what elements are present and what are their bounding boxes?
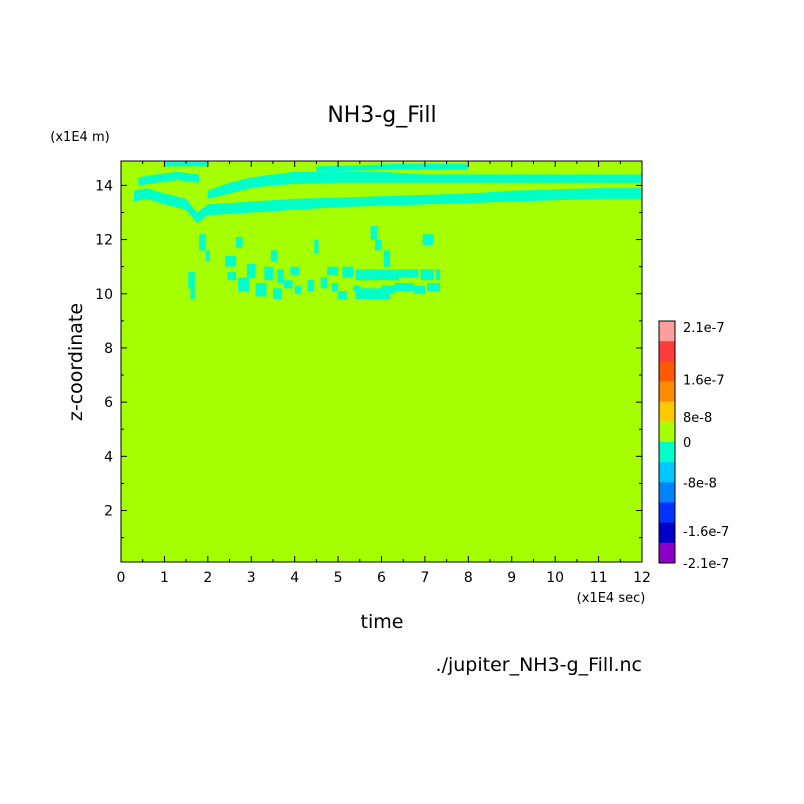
x-tick-label: 11: [590, 570, 608, 586]
x-tick-label: 0: [117, 570, 126, 586]
colorbar-band: [659, 401, 675, 423]
negative-patch-27: [355, 288, 391, 300]
negative-patch-3: [199, 234, 206, 251]
x-tick-label: 9: [507, 570, 516, 586]
y-tick-label: 12: [95, 233, 113, 249]
negative-patch-4: [205, 250, 210, 262]
x-tick-label: 3: [247, 570, 256, 586]
x-tick-label: 5: [334, 570, 343, 586]
colorbar-label: 8e-8: [683, 411, 712, 426]
colorbar-label: 1.6e-7: [683, 373, 725, 388]
chart-title: NH3-g_Fill: [327, 103, 436, 128]
negative-patch-2: [190, 288, 195, 300]
negative-patch-31: [381, 285, 395, 294]
colorbar-frame: [658, 320, 676, 564]
x-tick-label: 4: [290, 570, 299, 586]
negative-patch-23: [338, 291, 347, 300]
x-tick-label: 12: [633, 570, 651, 586]
colorbar-band: [659, 361, 675, 382]
colorbar-band: [659, 321, 675, 342]
x-axis-title: time: [361, 611, 404, 633]
source-file-label: ./jupiter_NH3-g_Fill.nc: [436, 654, 642, 676]
negative-patch-36: [422, 234, 434, 245]
negative-patch-20: [320, 277, 328, 289]
x-tick-label: 1: [160, 570, 169, 586]
colorbar-band: [659, 381, 675, 402]
negative-patch-32: [394, 282, 414, 291]
negative-patch-13: [273, 288, 282, 300]
colorbar-band: [659, 462, 675, 483]
negative-patch-11: [264, 266, 273, 281]
colorbar-label: 0: [683, 436, 691, 451]
y-tick-label: 14: [95, 178, 113, 194]
negative-patch-35: [420, 269, 434, 281]
x-tick-label: 6: [377, 570, 386, 586]
colorbar: 2.1e-7 1.6e-7 8e-8 0 -8e-8 -1.6e-7 -2.1e-7: [658, 320, 729, 572]
y-tick-label: 2: [104, 504, 113, 520]
negative-value-regions: [134, 161, 643, 300]
negative-patch-30: [383, 250, 391, 267]
x-tick-label: 7: [420, 570, 429, 586]
colorbar-band: [659, 502, 675, 523]
x-tick-label: 10: [546, 570, 564, 586]
y-tick-label: 10: [95, 287, 113, 303]
negative-patch-21: [327, 266, 339, 275]
y-tick-label: 6: [104, 395, 113, 411]
colorbar-band: [659, 522, 675, 544]
colorbar-band: [659, 421, 675, 443]
negative-patch-24: [342, 266, 354, 278]
negative-patch-33: [398, 269, 419, 278]
negative-band-5: [316, 163, 469, 172]
negative-patch-16: [290, 266, 299, 275]
colorbar-label: 2.1e-7: [683, 321, 725, 336]
negative-patch-1: [188, 272, 195, 289]
negative-patch-9: [246, 264, 256, 278]
negative-patch-28: [370, 226, 378, 240]
negative-patch-19: [307, 280, 315, 291]
colorbar-band: [659, 442, 675, 463]
negative-patch-17: [294, 285, 302, 294]
colorbar-label: -8e-8: [683, 476, 717, 491]
negative-patch-29: [375, 239, 382, 251]
y-scale-label: (x1E4 m): [50, 130, 109, 145]
y-tick-label: 8: [104, 341, 113, 357]
negative-patch-34: [414, 285, 425, 294]
x-tick-label: 8: [464, 570, 473, 586]
colorbar-band: [659, 341, 675, 362]
x-scale-label: (x1E4 sec): [577, 591, 646, 606]
negative-patch-18: [314, 239, 319, 254]
negative-patch-10: [255, 282, 267, 297]
negative-patch-26: [355, 269, 399, 281]
negative-patch-5: [225, 255, 237, 267]
negative-band-3: [138, 171, 200, 186]
negative-patch-14: [277, 269, 284, 283]
negative-band-2: [207, 171, 643, 199]
plot-area: [121, 161, 642, 562]
negative-patch-12: [270, 250, 278, 262]
negative-patch-38: [435, 269, 441, 281]
negative-patch-15: [283, 280, 293, 289]
colorbar-band: [659, 542, 675, 564]
negative-patch-8: [238, 277, 250, 291]
negative-patch-7: [236, 236, 243, 248]
colorbar-label: -1.6e-7: [683, 525, 729, 540]
colorbar-label: -2.1e-7: [683, 557, 729, 572]
negative-patch-6: [227, 272, 237, 281]
y-axis-title: z-coordinate: [65, 303, 87, 421]
y-tick-label: 4: [104, 449, 113, 465]
negative-patch-22: [331, 282, 339, 291]
colorbar-band: [659, 482, 675, 503]
negative-band-1: [134, 188, 642, 224]
x-tick-label: 2: [203, 570, 212, 586]
negative-patch-37: [427, 282, 441, 291]
